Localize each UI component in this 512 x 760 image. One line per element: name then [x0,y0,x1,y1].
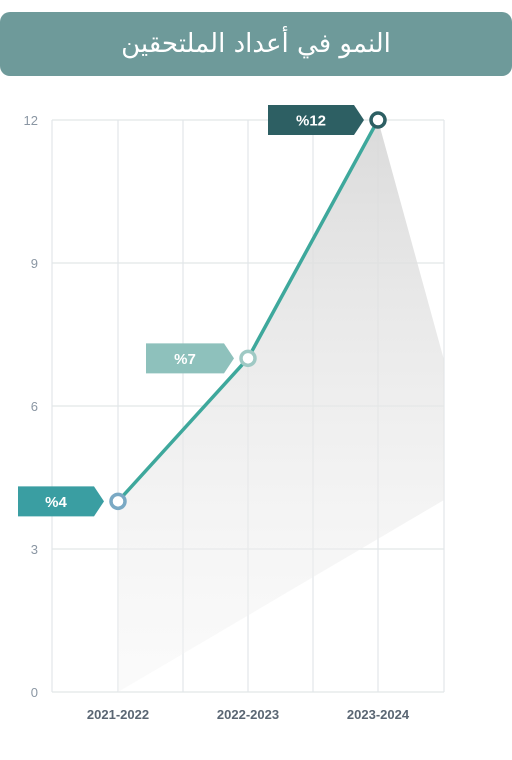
area-shading [118,120,444,692]
data-label: %4 [45,494,67,511]
y-axis: 0 3 6 9 12 [24,113,38,700]
data-point [369,111,387,129]
y-tick-label: 12 [24,113,38,128]
data-labels: %4 %7 %12 [18,105,364,517]
y-tick-label: 3 [31,542,38,557]
x-tick-label: 2022-2023 [217,707,279,722]
x-tick-label: 2023-2024 [347,707,410,722]
y-tick-label: 9 [31,256,38,271]
data-label-tag [268,105,364,135]
x-tick-label: 2021-2022 [87,707,149,722]
data-point [109,492,127,511]
data-label-tag [146,343,234,374]
x-axis: 2021-2022 2022-2023 2023-2024 [87,707,410,722]
data-label: %12 [296,113,326,130]
y-tick-label: 6 [31,399,38,414]
data-points [109,111,387,511]
chart-title-banner: النمو في أعداد الملتحقين [0,12,512,76]
area-shadow [118,120,444,692]
chart-title: النمو في أعداد الملتحقين [121,29,391,59]
y-tick-label: 0 [31,685,38,700]
data-label-tag [18,486,104,517]
data-label: %7 [174,351,196,368]
data-point [239,349,257,368]
